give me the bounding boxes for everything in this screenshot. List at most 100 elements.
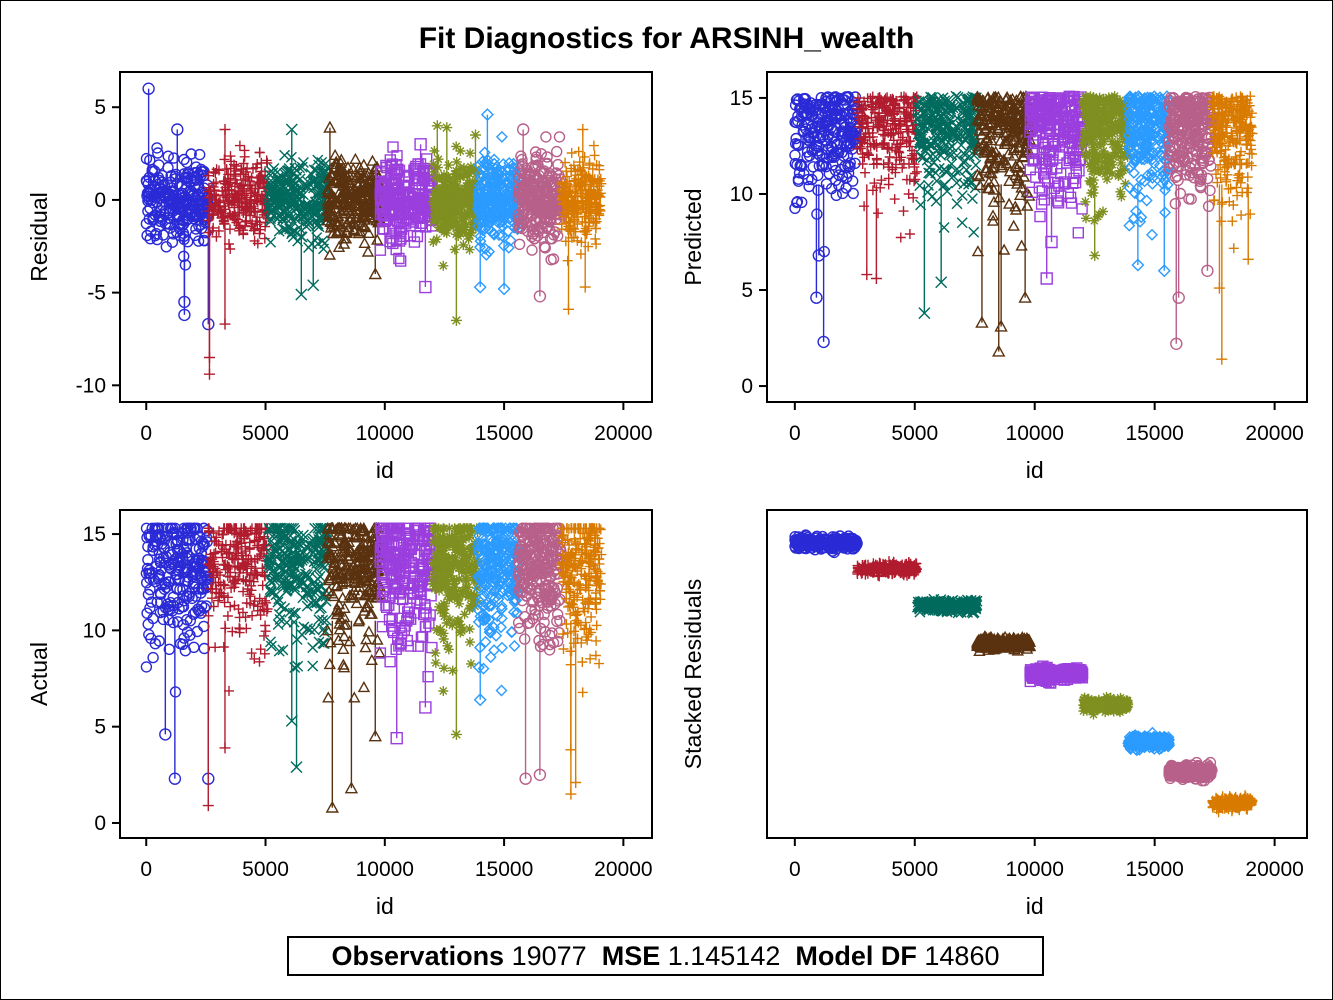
data-point: [905, 103, 916, 113]
data-point: [518, 172, 530, 184]
data-point: [270, 188, 282, 200]
data-point: [1082, 100, 1093, 110]
data-point: [192, 169, 205, 181]
data-point: [460, 221, 471, 232]
data-point: [466, 224, 477, 235]
data-point: [224, 208, 235, 219]
data-point: [244, 198, 255, 209]
data-point: [981, 182, 995, 194]
data-point: [1187, 143, 1200, 155]
data-point: [1105, 160, 1116, 170]
data-point: [1141, 169, 1154, 182]
y-tick-label: -5: [87, 282, 106, 305]
data-point: [1173, 156, 1185, 168]
data-point: [251, 162, 261, 173]
data-point: [1177, 131, 1190, 144]
data-point: [359, 221, 372, 233]
outlier-point: [975, 315, 989, 328]
data-point: [1107, 139, 1118, 150]
data-point: [842, 137, 855, 150]
data-point: [1145, 134, 1157, 147]
data-point: [323, 248, 336, 260]
data-point: [937, 136, 949, 148]
data-point: [923, 139, 935, 151]
data-point: [273, 225, 285, 237]
data-point: [1040, 153, 1053, 165]
data-point: [1238, 106, 1249, 117]
data-point: [547, 253, 560, 265]
data-point: [899, 95, 910, 106]
data-point: [998, 103, 1011, 116]
data-point: [265, 207, 277, 219]
data-point: [402, 169, 415, 182]
data-point: [1054, 122, 1067, 135]
data-point: [590, 223, 601, 234]
outlier-point: [918, 307, 931, 320]
data-point: [1054, 98, 1067, 110]
data-point: [1115, 151, 1126, 162]
data-point: [1101, 161, 1112, 172]
data-point: [436, 172, 447, 183]
data-point: [1084, 104, 1095, 115]
data-point: [1028, 95, 1040, 108]
data-point: [592, 174, 603, 185]
data-point: [867, 97, 878, 108]
data-point: [924, 168, 936, 179]
data-point: [1092, 117, 1103, 128]
data-point: [822, 91, 834, 103]
data-point: [965, 129, 976, 141]
data-point: [189, 606, 201, 618]
data-point: [1140, 194, 1153, 207]
data-point: [833, 179, 845, 191]
data-point: [207, 209, 217, 220]
data-point: [1212, 113, 1223, 124]
data-point: [252, 219, 263, 230]
data-point: [188, 213, 200, 225]
data-point: [517, 209, 529, 221]
data-point: [970, 159, 982, 171]
data-point: [1139, 95, 1152, 108]
data-point: [1127, 166, 1140, 179]
data-point: [979, 161, 993, 174]
data-point: [898, 206, 909, 217]
x-tick-label: 10000: [1006, 422, 1064, 445]
data-point: [971, 245, 985, 257]
data-point: [950, 165, 961, 176]
data-point: [1125, 149, 1138, 162]
data-point: [1147, 120, 1160, 133]
data-point: [267, 167, 279, 179]
data-point: [470, 212, 481, 223]
data-point: [885, 124, 896, 135]
data-point: [843, 128, 855, 140]
data-point: [1092, 105, 1103, 116]
data-point: [438, 177, 449, 187]
data-point: [454, 221, 465, 232]
data-point: [1072, 227, 1085, 239]
data-point: [859, 201, 870, 212]
data-point: [153, 221, 165, 233]
data-point: [229, 200, 240, 210]
data-point: [917, 122, 929, 134]
data-point: [800, 101, 813, 113]
outlier-point: [1045, 235, 1058, 249]
data-point: [331, 215, 344, 227]
data-point: [582, 225, 593, 236]
data-point: [793, 95, 805, 107]
data-point: [1212, 134, 1223, 145]
data-point: [270, 186, 282, 197]
data-point: [297, 189, 309, 201]
data-point: [353, 171, 366, 183]
data-point: [164, 176, 177, 188]
data-point: [444, 194, 455, 205]
data-point: [883, 157, 894, 168]
data-point: [353, 215, 366, 227]
data-point: [1180, 93, 1192, 105]
data-point: [873, 208, 883, 219]
outlier-point: [992, 344, 1006, 357]
y-tick-label: 15: [730, 87, 753, 110]
data-point: [361, 169, 374, 181]
data-point: [1141, 96, 1154, 109]
data-point: [869, 140, 880, 150]
data-point: [828, 148, 840, 160]
